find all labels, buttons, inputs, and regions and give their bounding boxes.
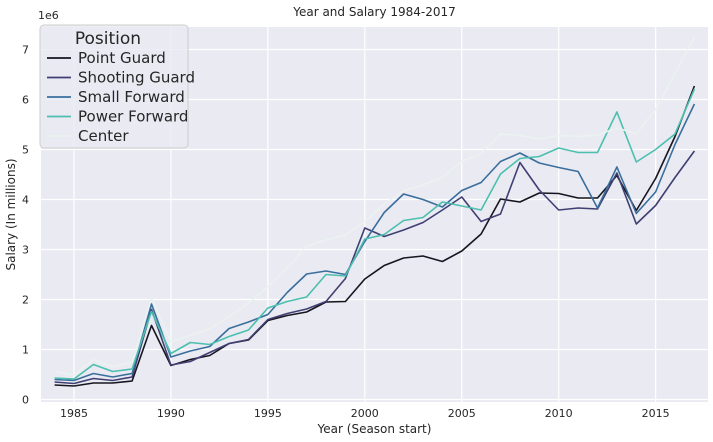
x-tick-label: 1985 [60,407,88,420]
y-tick-labels: 0 1 2 3 4 5 6 7 [22,44,29,407]
x-tick-label: 2010 [545,407,573,420]
series-line-small-forward [54,103,696,382]
series-line-shooting-guard [54,150,696,385]
series-line-power-forward [54,88,696,380]
legend: Position Point Guard Shooting GuardSmall … [39,24,195,149]
y-tick-label: 7 [22,44,29,57]
legend-label-point-guard: Point Guard [78,49,166,67]
x-tick-label: 2015 [642,407,670,420]
series-lines [54,36,696,387]
x-tick-label: 2005 [448,407,476,420]
legend-label-shooting-guard: Shooting Guard [78,69,195,87]
chart-title: Year and Salary 1984-2017 [292,5,456,19]
grid-lines [41,27,708,402]
y-tick-label: 0 [22,394,29,407]
x-tick-label: 2000 [351,407,379,420]
y-axis-offset-label: 1e6 [38,9,59,22]
x-tick-label: 1990 [157,407,185,420]
legend-label-small-forward: Small Forward [78,88,185,106]
series-line-center [54,36,696,376]
legend-label-center: Center [78,127,129,145]
x-tick-label: 1995 [254,407,282,420]
legend-label-power-forward: Power Forward [78,108,188,126]
y-tick-label: 4 [22,194,29,207]
legend-box [39,24,189,149]
legend-title: Position [75,29,141,49]
y-tick-label: 3 [22,244,29,257]
x-axis-label: Year (Season start) [317,422,432,436]
y-tick-label: 2 [22,294,29,307]
y-tick-label: 6 [22,94,29,107]
x-tick-labels: 1985 1990 1995 2000 2005 2010 2015 [60,407,670,420]
y-axis-label: Salary (In millions) [4,158,18,270]
y-tick-label: 5 [22,144,29,157]
y-tick-label: 1 [22,344,29,357]
series-line-point-guard [54,85,696,387]
